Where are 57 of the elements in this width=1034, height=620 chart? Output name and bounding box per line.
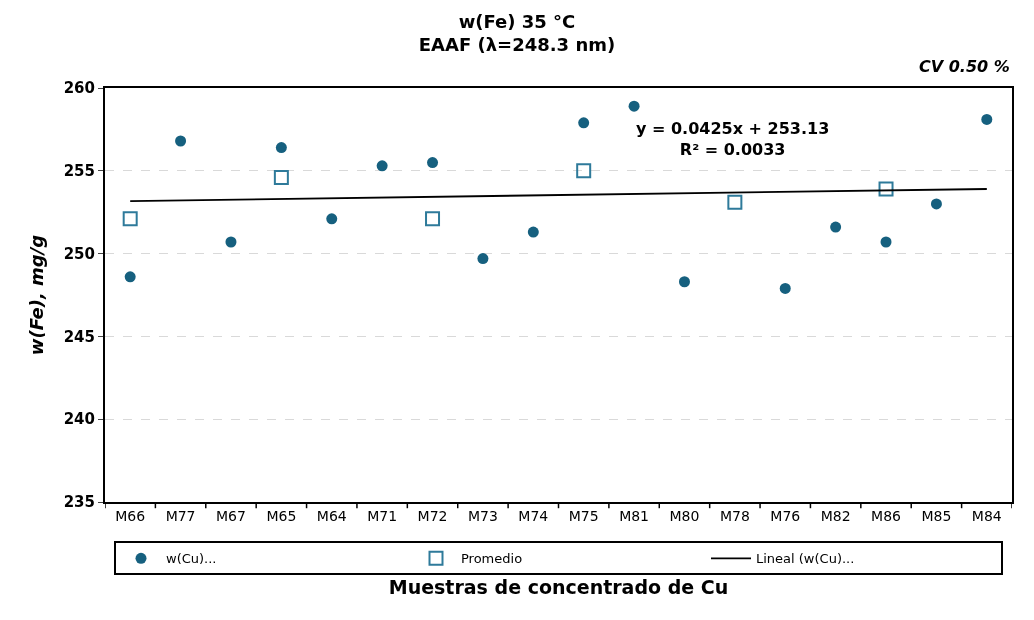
chart-title: w(Fe) 35 °C bbox=[458, 10, 576, 32]
point bbox=[981, 113, 993, 125]
point bbox=[275, 142, 287, 154]
x-tick-label: M64 bbox=[316, 507, 347, 524]
point bbox=[880, 236, 892, 248]
y-axis-title: w(Fe), mg/g bbox=[26, 234, 48, 356]
x-tick-label: M77 bbox=[165, 507, 196, 524]
point bbox=[878, 181, 894, 197]
x-tick-label: M86 bbox=[871, 507, 902, 524]
point bbox=[930, 198, 942, 210]
point bbox=[477, 253, 489, 265]
annotation: R² = 0.0033 bbox=[679, 139, 786, 159]
y-tick-label: 255 bbox=[63, 162, 95, 181]
point bbox=[628, 100, 640, 112]
y-tick-label: 260 bbox=[63, 79, 95, 98]
point bbox=[175, 135, 187, 147]
x-tick-label: M67 bbox=[216, 507, 246, 524]
x-tick-label: M76 bbox=[770, 507, 801, 524]
point bbox=[225, 236, 237, 248]
x-tick-label: M84 bbox=[971, 507, 1002, 524]
x-tick-label: M72 bbox=[417, 507, 448, 524]
point bbox=[830, 221, 842, 233]
point bbox=[273, 169, 289, 185]
legend-label: Lineal (w(Cu)... bbox=[756, 551, 855, 567]
point bbox=[779, 282, 791, 294]
chart-subtitle: EAAF (λ=248.3 nm) bbox=[418, 34, 616, 56]
text: CV 0.50 % bbox=[919, 57, 1010, 76]
y-tick-label: 250 bbox=[63, 244, 95, 263]
y-tick-label: 245 bbox=[63, 327, 95, 346]
legend-label: Promedio bbox=[461, 551, 523, 567]
x-axis-title: Muestras de concentrado de Cu bbox=[388, 576, 729, 599]
x-tick-label: M73 bbox=[467, 507, 498, 524]
y-tick-label: 235 bbox=[63, 493, 95, 512]
point bbox=[527, 226, 539, 238]
x-tick-label: M65 bbox=[266, 507, 297, 524]
point bbox=[678, 276, 690, 288]
x-tick-label: M80 bbox=[669, 507, 700, 524]
point bbox=[576, 163, 592, 179]
x-tick-label: M66 bbox=[115, 507, 146, 524]
x-tick-label: M78 bbox=[719, 507, 750, 524]
y-tick-label: 240 bbox=[63, 410, 95, 429]
x-tick-label: M81 bbox=[619, 507, 650, 524]
x-tick-label: M71 bbox=[367, 507, 398, 524]
x-tick-label: M75 bbox=[568, 507, 599, 524]
point bbox=[326, 213, 338, 225]
point bbox=[122, 211, 138, 227]
point bbox=[376, 160, 388, 172]
legend-label: w(Cu)... bbox=[166, 551, 217, 567]
point bbox=[425, 211, 441, 227]
x-tick-label: M74 bbox=[518, 507, 549, 524]
point bbox=[124, 271, 136, 283]
x-tick-label: M85 bbox=[921, 507, 952, 524]
x-tick-label: M82 bbox=[820, 507, 851, 524]
annotation: y = 0.0425x + 253.13 bbox=[636, 119, 830, 138]
point bbox=[727, 194, 743, 210]
point bbox=[578, 117, 590, 129]
point bbox=[427, 157, 439, 169]
